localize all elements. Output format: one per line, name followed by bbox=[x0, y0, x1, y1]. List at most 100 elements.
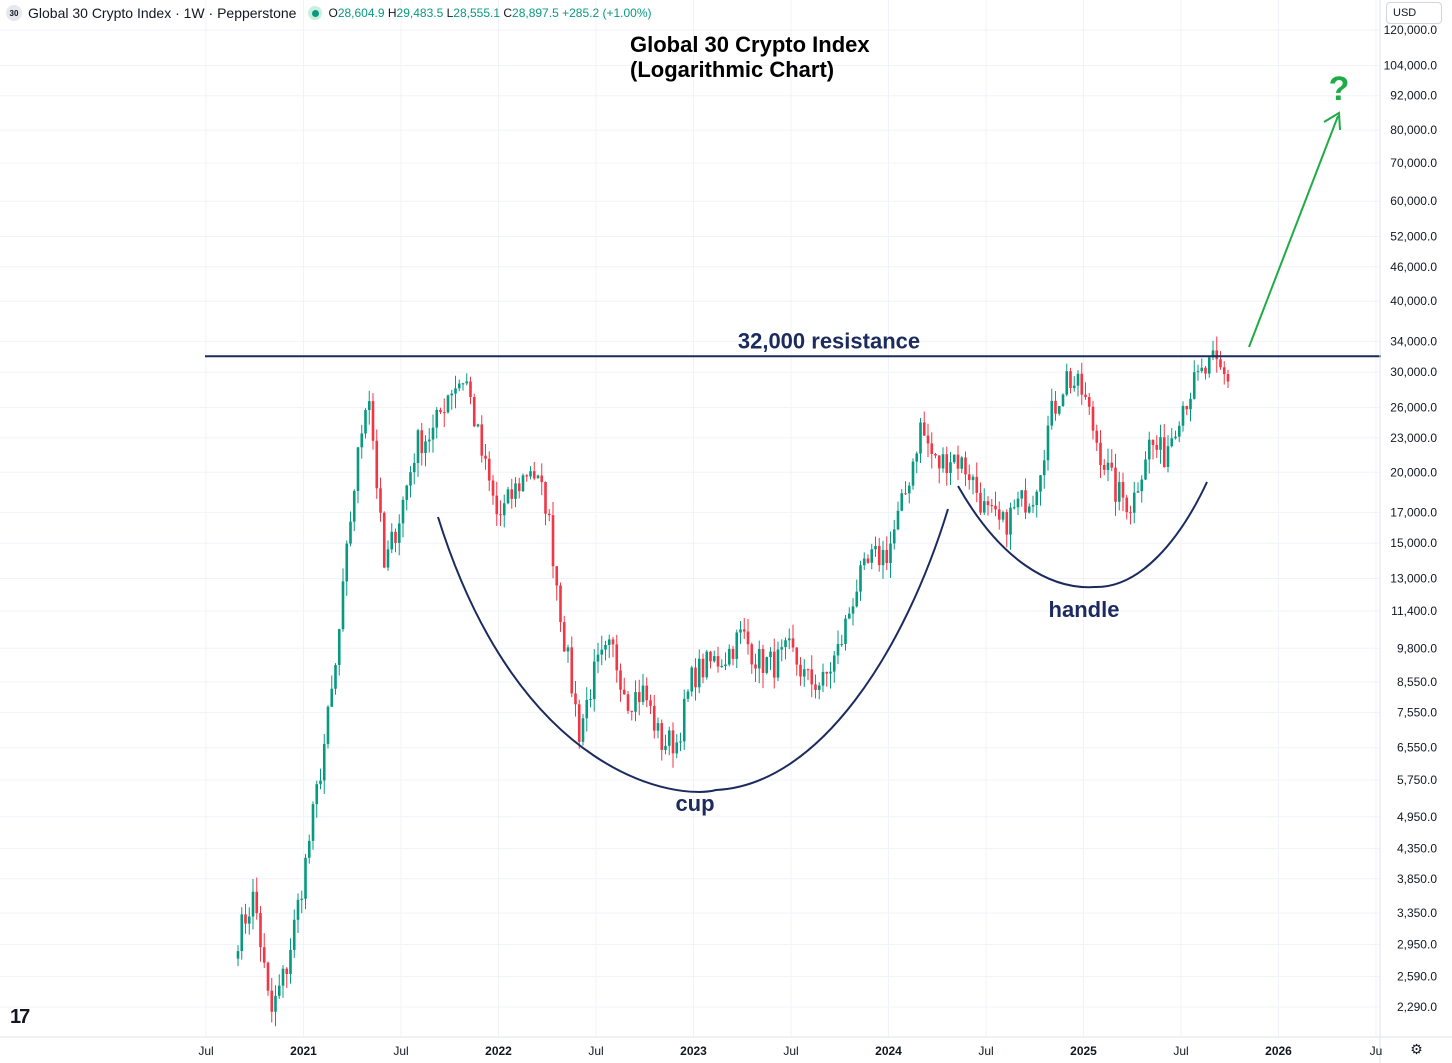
candle-body bbox=[634, 692, 637, 712]
candle-body bbox=[686, 691, 690, 699]
candle-body bbox=[476, 424, 480, 427]
candle-body bbox=[765, 657, 769, 673]
candle-body bbox=[1159, 437, 1162, 450]
candle-body bbox=[960, 457, 964, 469]
candle-body bbox=[435, 409, 439, 428]
cup-label: cup bbox=[675, 791, 714, 816]
candle-body bbox=[1035, 491, 1039, 505]
candle-body bbox=[247, 916, 251, 924]
candle-body bbox=[671, 730, 675, 754]
candle-body bbox=[446, 395, 450, 413]
candle-body bbox=[424, 441, 427, 454]
candle-body bbox=[1106, 462, 1110, 470]
candle-body bbox=[742, 629, 746, 632]
candle-body bbox=[360, 433, 364, 448]
candlestick-series bbox=[236, 336, 1230, 1027]
candle-body bbox=[349, 521, 352, 544]
symbol-legend[interactable]: 30 Global 30 Crypto Index · 1W · Peppers… bbox=[6, 2, 652, 24]
candle-body bbox=[896, 510, 900, 530]
candle-body bbox=[277, 985, 281, 996]
y-tick-label: 2,590.0 bbox=[1397, 970, 1437, 984]
candle-body bbox=[712, 656, 716, 662]
candle-body bbox=[356, 447, 360, 491]
x-tick-label: 2022 bbox=[485, 1044, 512, 1058]
candle-body bbox=[292, 919, 296, 950]
candle-body bbox=[1046, 425, 1050, 461]
candle-body bbox=[1166, 446, 1170, 467]
candle-body bbox=[660, 723, 664, 750]
settings-gear-icon[interactable]: ⚙ bbox=[1410, 1041, 1423, 1057]
x-tick-label: Jul bbox=[978, 1044, 993, 1058]
candle-body bbox=[754, 664, 757, 669]
candle-body bbox=[1005, 512, 1009, 535]
market-status-icon[interactable] bbox=[308, 6, 323, 20]
candle-body bbox=[1009, 507, 1012, 535]
candle-body bbox=[787, 638, 791, 641]
candle-body bbox=[937, 455, 941, 469]
candle-body bbox=[881, 549, 885, 566]
y-tick-label: 120,000.0 bbox=[1384, 23, 1438, 37]
candle-body bbox=[964, 457, 967, 475]
candle-body bbox=[491, 480, 495, 496]
candle-body bbox=[615, 644, 619, 671]
candle-body bbox=[1087, 397, 1091, 407]
candle-body bbox=[364, 410, 367, 434]
candle-body bbox=[949, 462, 952, 473]
candle-body bbox=[412, 462, 416, 473]
y-tick-label: 15,000.0 bbox=[1390, 536, 1437, 550]
candle-body bbox=[266, 962, 270, 991]
candle-body bbox=[502, 503, 506, 516]
candle-body bbox=[607, 639, 611, 645]
candle-body bbox=[337, 629, 341, 666]
chart-annotations: 32,000 resistance cup handle? Global 30 Cry… bbox=[205, 32, 1381, 816]
candle-body bbox=[1200, 367, 1204, 372]
x-tick-label: Jul bbox=[783, 1044, 798, 1058]
candle-body bbox=[780, 647, 784, 650]
candle-body bbox=[769, 651, 772, 658]
candle-body bbox=[379, 488, 382, 513]
y-tick-label: 70,000.0 bbox=[1390, 156, 1437, 170]
candle-body bbox=[941, 454, 945, 469]
candle-body bbox=[1162, 437, 1166, 467]
candle-body bbox=[416, 430, 420, 463]
candle-body bbox=[967, 474, 971, 481]
candle-body bbox=[844, 618, 847, 644]
candle-body bbox=[1211, 350, 1215, 358]
candle-body bbox=[319, 780, 322, 785]
candle-body bbox=[499, 514, 502, 516]
candle-body bbox=[922, 422, 926, 436]
candle-body bbox=[859, 565, 862, 592]
y-tick-label: 26,000.0 bbox=[1390, 401, 1437, 415]
candle-body bbox=[570, 647, 574, 694]
candle-body bbox=[1072, 385, 1076, 388]
candle-body bbox=[870, 549, 874, 563]
candle-body bbox=[1121, 482, 1125, 498]
symbol-title[interactable]: Global 30 Crypto Index · 1W · Pepperston… bbox=[28, 5, 297, 21]
candle-body bbox=[997, 509, 1001, 520]
candle-body bbox=[1204, 367, 1207, 374]
candle-body bbox=[251, 891, 255, 917]
candle-body bbox=[986, 501, 990, 506]
candle-body bbox=[900, 493, 904, 511]
candle-body bbox=[982, 501, 986, 513]
candle-body bbox=[600, 649, 604, 655]
candle-body bbox=[979, 492, 982, 513]
candle-body bbox=[1001, 512, 1005, 520]
candle-body bbox=[709, 651, 712, 662]
candle-body bbox=[375, 440, 379, 489]
candle-body bbox=[697, 658, 701, 688]
candle-body bbox=[1226, 373, 1230, 382]
currency-selector[interactable]: USD bbox=[1386, 2, 1442, 24]
candle-body bbox=[469, 381, 472, 398]
candle-body bbox=[1155, 444, 1159, 450]
candle-body bbox=[285, 968, 289, 975]
candle-body bbox=[529, 471, 532, 477]
candle-body bbox=[555, 566, 559, 586]
candle-body bbox=[442, 412, 446, 414]
candle-body bbox=[716, 656, 720, 667]
tradingview-logo-icon[interactable]: 17 bbox=[10, 1006, 30, 1028]
candle-body bbox=[799, 664, 802, 677]
candle-body bbox=[315, 784, 319, 805]
